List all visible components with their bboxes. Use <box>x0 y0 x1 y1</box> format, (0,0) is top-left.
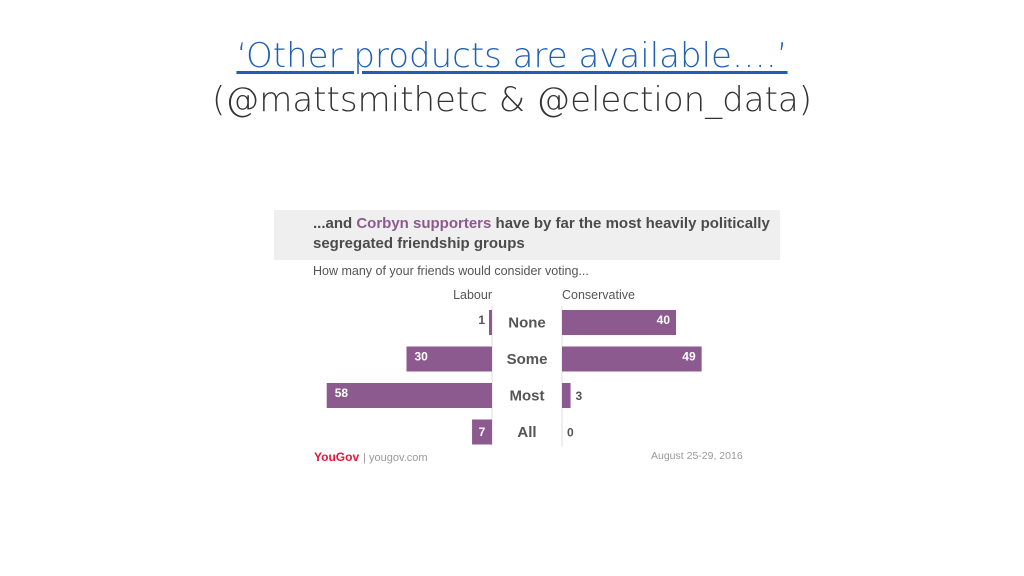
chart-subtitle: How many of your friends would consider … <box>313 264 589 278</box>
chart-card: ...and Corbyn supporters have by far the… <box>274 210 780 470</box>
data-label-labour-some: 30 <box>415 350 429 364</box>
series-header-conservative: Conservative <box>562 288 635 302</box>
data-label-conservative-some: 49 <box>682 350 696 364</box>
footer-brand: YouGov | yougov.com <box>314 450 428 464</box>
footer-date: August 25-29, 2016 <box>651 450 743 462</box>
category-label-some: Some <box>507 351 548 368</box>
slide-subtitle: (@mattsmithetc & @election_data) <box>211 80 813 120</box>
data-label-conservative-most: 3 <box>576 389 583 403</box>
chart-title: ...and Corbyn supporters have by far the… <box>313 214 773 254</box>
slide-title: ‘Other products are available….’ (@matts… <box>0 34 1024 122</box>
category-label-none: None <box>508 315 546 332</box>
data-label-conservative-none: 40 <box>657 313 671 327</box>
data-label-labour-none: 1 <box>478 313 485 327</box>
yougov-logo: YouGov <box>314 450 360 464</box>
footer-url: yougov.com <box>369 452 428 464</box>
bar-labour-some <box>406 346 492 372</box>
data-label-labour-most: 58 <box>335 386 349 400</box>
bar-labour-most <box>326 383 492 408</box>
slide-title-link[interactable]: ‘Other products are available….’ <box>236 36 788 76</box>
category-label-all: All <box>517 424 536 441</box>
chart-header <box>274 210 780 260</box>
bar-conservative-none <box>562 310 676 335</box>
category-label-most: Most <box>510 388 545 405</box>
bar-labour-all <box>472 419 492 445</box>
data-label-conservative-all: 0 <box>567 426 574 440</box>
chart-title-highlight: Corbyn supporters <box>356 215 492 232</box>
bar-labour-none <box>489 310 492 335</box>
bar-conservative-some <box>562 346 702 372</box>
chart-title-part-3: have by far the most heavily politically… <box>313 215 770 252</box>
data-label-labour-all: 7 <box>479 425 486 439</box>
series-header-labour: Labour <box>453 288 492 302</box>
bar-conservative-most <box>562 383 571 408</box>
chart-title-part-1: ...and <box>313 215 357 232</box>
footer-separator: | <box>363 452 370 464</box>
